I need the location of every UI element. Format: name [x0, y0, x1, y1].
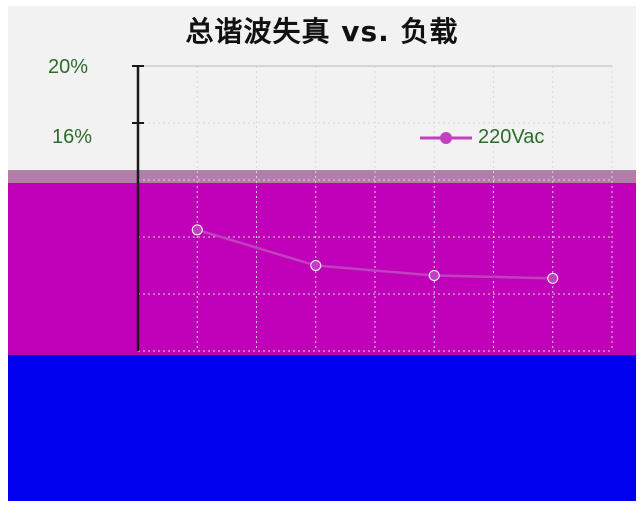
data-point: [310, 260, 322, 271]
grid-lines: [137, 65, 613, 352]
legend-entry-label: 220Vac: [478, 126, 545, 148]
data-point: [428, 269, 440, 281]
legend-swatch-marker: [440, 132, 452, 144]
chart-canvas: 总谐波失真 vs. 负载 20% 16% 220Vac: [8, 6, 636, 501]
series-layer: [191, 224, 559, 284]
chart-plot: [132, 65, 613, 352]
y-tick-label: 20%: [48, 56, 89, 78]
legend: [420, 132, 472, 144]
data-point: [547, 272, 559, 284]
series-line: [196, 228, 553, 280]
y-axis: [132, 65, 612, 351]
y-tick-label: 16%: [52, 126, 93, 148]
overlay-band-blue: [8, 355, 636, 501]
data-point: [191, 224, 203, 236]
chart-title: 总谐波失真 vs. 负载: [185, 15, 459, 48]
overlay-band-purple: [8, 183, 636, 355]
